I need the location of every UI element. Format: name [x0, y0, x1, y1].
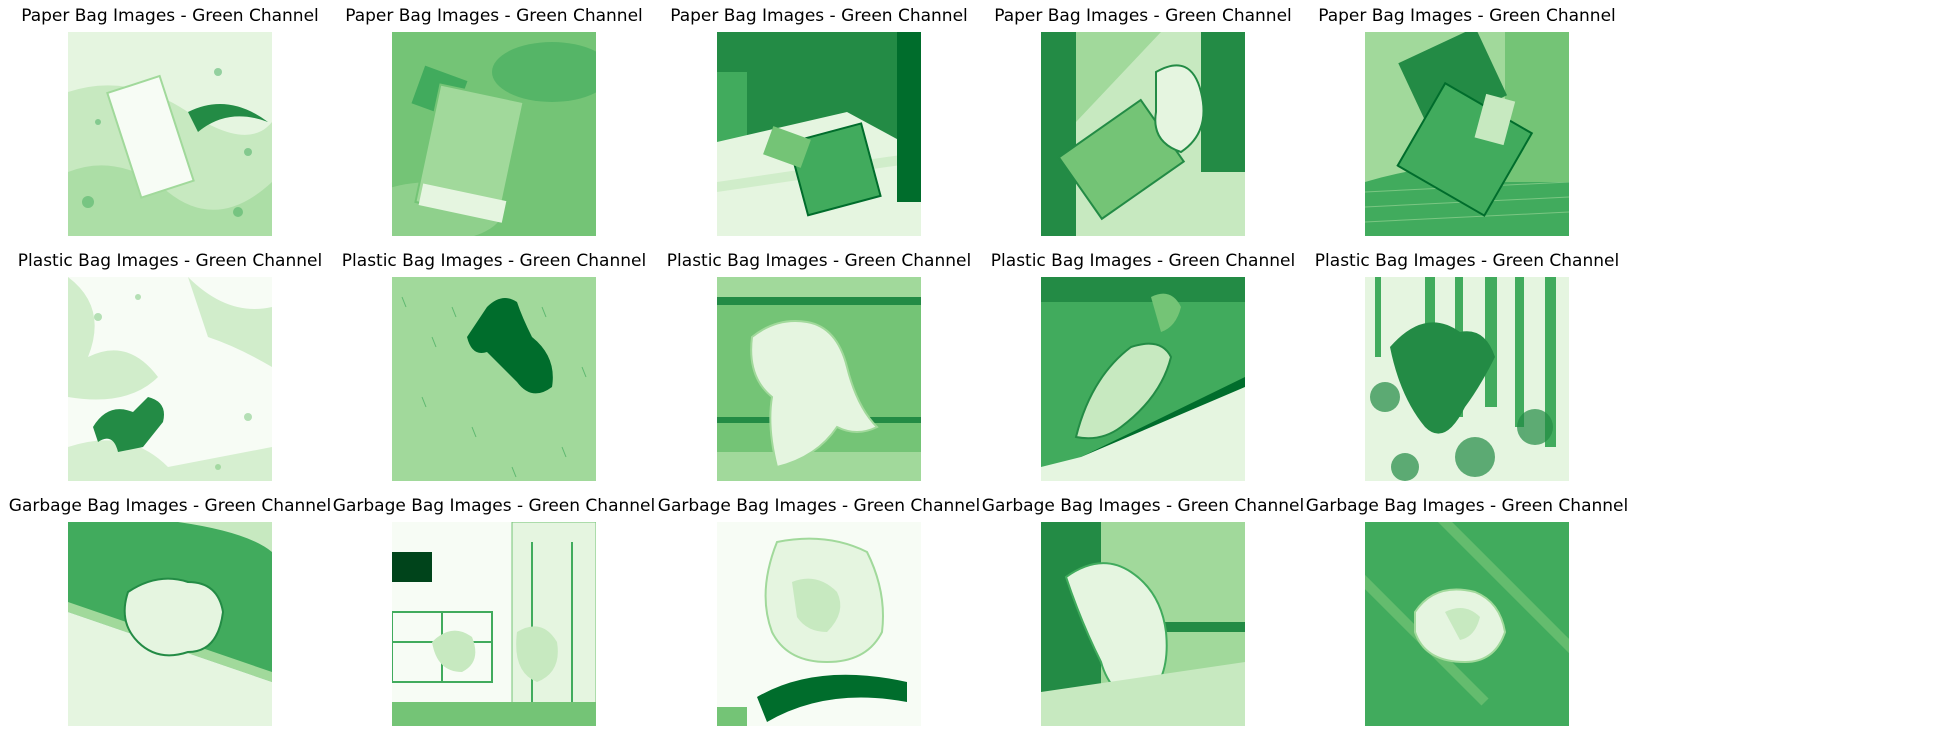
panel-title: Paper Bag Images - Green Channel — [345, 6, 643, 26]
panel-image — [1365, 277, 1569, 481]
panel-paper-2: Paper Bag Images - Green Channel — [329, 0, 659, 240]
panel-title: Garbage Bag Images - Green Channel — [1305, 496, 1629, 516]
plastic-bag-by-wall-image — [1041, 277, 1245, 481]
panel-paper-1: Paper Bag Images - Green Channel — [5, 0, 335, 240]
panel-paper-4: Paper Bag Images - Green Channel — [978, 0, 1308, 240]
garbage-bag-on-surface-image — [1365, 522, 1569, 726]
panel-title: Garbage Bag Images - Green Channel — [981, 496, 1305, 516]
panel-image — [68, 32, 272, 236]
panel-image — [68, 277, 272, 481]
panel-paper-3: Paper Bag Images - Green Channel — [654, 0, 984, 240]
paper-bag-blurred-image — [392, 32, 596, 236]
panel-image — [1365, 522, 1569, 726]
panel-title: Plastic Bag Images - Green Channel — [990, 251, 1296, 271]
paper-bag-on-ground-image — [68, 32, 272, 236]
panel-image — [1365, 32, 1569, 236]
panel-image — [392, 32, 596, 236]
panel-title: Garbage Bag Images - Green Channel — [8, 496, 332, 516]
panel-title: Plastic Bag Images - Green Channel — [666, 251, 972, 271]
garbage-bag-in-room-image — [392, 522, 596, 726]
panel-plastic-1: Plastic Bag Images - Green Channel — [5, 245, 335, 485]
panel-image — [1041, 277, 1245, 481]
panel-paper-5: Paper Bag Images - Green Channel — [1302, 0, 1632, 240]
paper-bag-on-mat-image — [1365, 32, 1569, 236]
panel-title: Paper Bag Images - Green Channel — [21, 6, 319, 26]
panel-title: Paper Bag Images - Green Channel — [670, 6, 968, 26]
paper-bag-by-door-image — [717, 32, 921, 236]
panel-image — [392, 522, 596, 726]
panel-title: Paper Bag Images - Green Channel — [1318, 6, 1616, 26]
garbage-bag-light-image — [717, 522, 921, 726]
panel-plastic-5: Plastic Bag Images - Green Channel — [1302, 245, 1632, 485]
garbage-bag-by-wall-image — [1041, 522, 1245, 726]
panel-image — [717, 32, 921, 236]
panel-image — [717, 522, 921, 726]
paper-bag-crumpled-by-door-image — [1041, 32, 1245, 236]
panel-image — [1041, 32, 1245, 236]
panel-title: Plastic Bag Images - Green Channel — [17, 251, 323, 271]
panel-plastic-2: Plastic Bag Images - Green Channel — [329, 245, 659, 485]
panel-garbage-4: Garbage Bag Images - Green Channel — [978, 490, 1308, 730]
panel-garbage-1: Garbage Bag Images - Green Channel — [5, 490, 335, 730]
plastic-bag-on-ground-image — [68, 277, 272, 481]
panel-plastic-4: Plastic Bag Images - Green Channel — [978, 245, 1308, 485]
panel-garbage-3: Garbage Bag Images - Green Channel — [654, 490, 984, 730]
panel-image — [1041, 522, 1245, 726]
panel-title: Paper Bag Images - Green Channel — [994, 6, 1292, 26]
panel-title: Plastic Bag Images - Green Channel — [1314, 251, 1620, 271]
panel-image — [392, 277, 596, 481]
panel-garbage-2: Garbage Bag Images - Green Channel — [329, 490, 659, 730]
panel-image — [717, 277, 921, 481]
plastic-bag-on-grass-image — [392, 277, 596, 481]
panel-title: Garbage Bag Images - Green Channel — [657, 496, 981, 516]
panel-title: Garbage Bag Images - Green Channel — [332, 496, 656, 516]
panel-image — [68, 522, 272, 726]
panel-plastic-3: Plastic Bag Images - Green Channel — [654, 245, 984, 485]
garbage-bag-on-floor-image — [68, 522, 272, 726]
panel-title: Plastic Bag Images - Green Channel — [341, 251, 647, 271]
plastic-bag-by-step-image — [717, 277, 921, 481]
plastic-bag-in-bushes-image — [1365, 277, 1569, 481]
panel-garbage-5: Garbage Bag Images - Green Channel — [1302, 490, 1632, 730]
